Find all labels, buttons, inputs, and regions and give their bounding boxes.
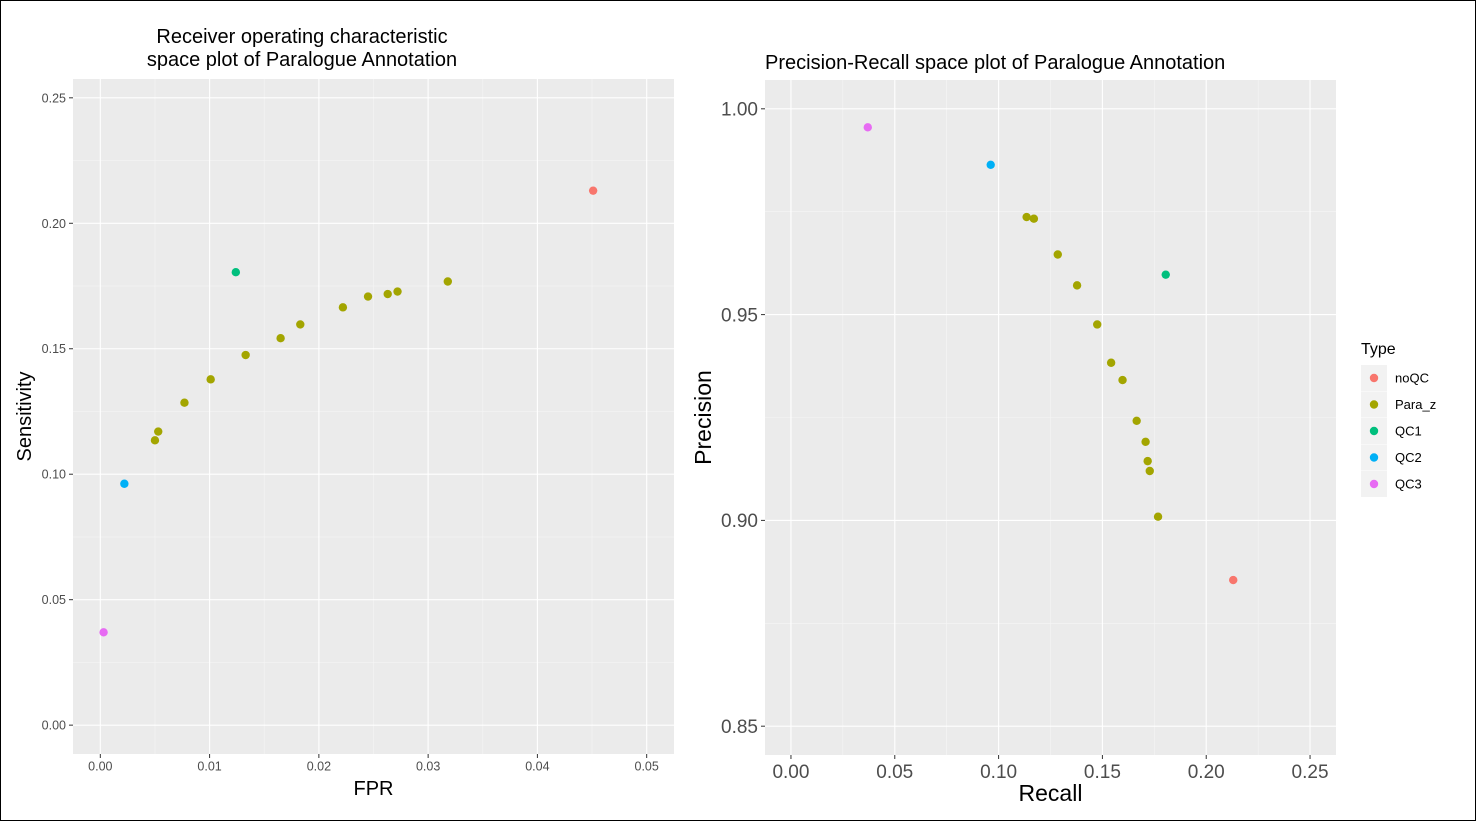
data-point-para_z xyxy=(1072,281,1082,290)
x-tick-label: 0.04 xyxy=(525,760,549,774)
data-point-para_z xyxy=(1093,320,1102,329)
x-tick-label: 0.05 xyxy=(876,762,913,783)
data-point-para_z xyxy=(1153,512,1163,521)
x-tick-label: 0.02 xyxy=(307,760,331,774)
data-point-para_z xyxy=(296,320,305,329)
chart-panel-2: 0.00 0.05 0.10 0.15 0.20 0.25 0.85 0.90 0.95 1.00… xyxy=(690,52,1336,806)
legend-swatch xyxy=(1369,479,1379,489)
data-point-para_z xyxy=(1118,375,1127,385)
data-point-qc1 xyxy=(1161,270,1170,279)
legend-swatch xyxy=(1369,453,1379,462)
data-point-para_z xyxy=(1106,358,1116,367)
x-tick-label: 0.03 xyxy=(416,760,440,774)
data-point-para_z xyxy=(1053,250,1062,259)
data-point-para_z xyxy=(276,334,285,343)
data-point-para_z xyxy=(150,436,160,445)
legend-title: Type xyxy=(1361,341,1396,358)
data-point-para_z xyxy=(1022,212,1031,222)
y-tick-label: 0.15 xyxy=(42,342,66,356)
chart-title: Receiver operating characteristic xyxy=(156,26,447,48)
x-tick-label: 0.20 xyxy=(1188,762,1225,783)
data-point-qc2 xyxy=(986,160,995,169)
data-point-para_z xyxy=(1145,466,1154,476)
legend: Type noQC Para_z QC1 QC2 QC3 xyxy=(1361,341,1436,497)
data-point-para_z xyxy=(363,292,373,301)
data-point-para_z xyxy=(443,277,453,286)
legend-label: Para_z xyxy=(1395,397,1436,412)
data-point-para_z xyxy=(1143,456,1152,466)
x-axis-title: Recall xyxy=(1019,780,1083,806)
y-tick-label: 0.90 xyxy=(721,511,758,532)
y-axis-title: Precision xyxy=(690,370,716,465)
data-point-para_z xyxy=(206,375,215,384)
data-point-para_z xyxy=(1029,214,1039,223)
data-point-qc2 xyxy=(120,479,129,488)
x-tick-label: 0.00 xyxy=(772,762,809,783)
legend-label: QC3 xyxy=(1395,477,1422,492)
data-point-para_z xyxy=(1132,416,1141,425)
legend-label: noQC xyxy=(1395,371,1429,386)
y-tick-label: 0.00 xyxy=(42,719,66,733)
y-axis-title: Sensitivity xyxy=(14,371,36,461)
data-point-para_z xyxy=(180,398,189,407)
x-tick-label: 0.00 xyxy=(88,760,112,774)
data-point-para_z xyxy=(241,350,250,360)
data-point-para_z xyxy=(154,427,163,436)
x-tick-label: 0.01 xyxy=(197,760,221,774)
data-point-qc3 xyxy=(863,123,872,132)
x-tick-label: 0.25 xyxy=(1292,762,1329,783)
data-point-para_z xyxy=(383,289,392,299)
chart-title: Precision-Recall space plot of Paralogue… xyxy=(765,52,1225,74)
legend-swatch xyxy=(1369,400,1379,409)
x-tick-label: 0.15 xyxy=(1084,762,1121,783)
data-point-qc1 xyxy=(231,268,241,277)
legend-swatch xyxy=(1369,373,1379,383)
legend-label: QC1 xyxy=(1395,424,1422,439)
data-point-para_z xyxy=(338,303,348,312)
y-tick-label: 0.95 xyxy=(721,305,758,326)
data-point-para_z xyxy=(1141,437,1150,446)
y-tick-label: 0.05 xyxy=(42,593,66,607)
legend-swatch xyxy=(1369,426,1379,436)
x-axis-title: FPR xyxy=(354,778,394,800)
y-tick-label: 0.25 xyxy=(42,91,66,105)
y-tick-label: 0.10 xyxy=(42,468,66,482)
data-point-para_z xyxy=(393,287,402,296)
y-tick-label: 0.85 xyxy=(721,717,758,738)
data-point-noqc xyxy=(1229,575,1238,585)
data-point-qc3 xyxy=(99,628,108,637)
chart-panel-1: 0.00 0.01 0.02 0.03 0.04 0.05 0.00 0.05 0.10 0.15… xyxy=(14,26,674,800)
legend-label: QC2 xyxy=(1395,450,1422,465)
x-tick-label: 0.10 xyxy=(980,762,1017,783)
data-point-noqc xyxy=(588,186,598,195)
y-tick-label: 0.20 xyxy=(42,217,66,231)
x-tick-label: 0.05 xyxy=(635,760,659,774)
y-tick-label: 1.00 xyxy=(721,100,758,121)
chart-title: space plot of Paralogue Annotation xyxy=(147,49,457,71)
